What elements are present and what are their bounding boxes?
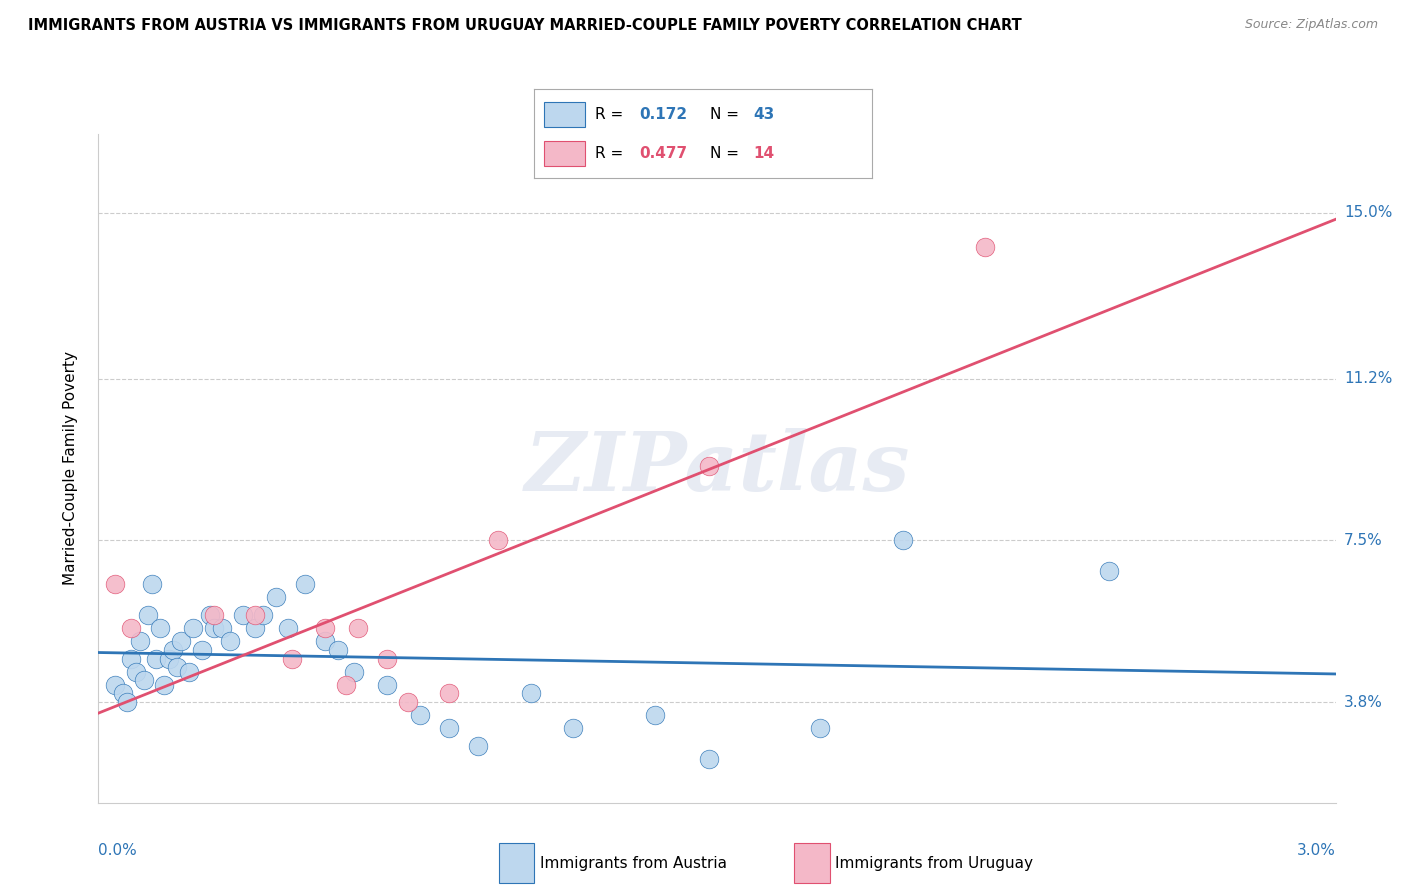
Point (520, 686, 543, 700)
Text: 0.0%: 0.0% (98, 843, 138, 858)
Point (149, 621, 172, 635)
Point (808, 722, 831, 736)
Point (141, 577, 163, 591)
Point (335, 678, 357, 692)
FancyBboxPatch shape (544, 102, 585, 127)
Point (136, 607, 159, 622)
Point (120, 651, 142, 665)
Point (347, 621, 370, 635)
Point (179, 665, 201, 679)
Point (162, 642, 184, 657)
Text: 43: 43 (754, 107, 775, 121)
Text: 3.0%: 3.0% (1296, 843, 1336, 858)
Text: 0.477: 0.477 (638, 146, 688, 161)
Point (117, 695, 139, 709)
Point (211, 621, 233, 635)
Point (281, 651, 304, 665)
Point (170, 634, 193, 648)
Y-axis label: Married-Couple Family Poverty: Married-Couple Family Poverty (63, 351, 77, 585)
Point (409, 708, 432, 723)
Point (181, 621, 204, 635)
Point (314, 634, 336, 648)
Point (157, 651, 180, 665)
Point (277, 621, 299, 635)
Point (128, 634, 150, 648)
Text: 14: 14 (754, 146, 775, 161)
Text: 15.0%: 15.0% (1344, 205, 1392, 220)
Point (190, 642, 212, 657)
Point (232, 607, 254, 622)
Text: 7.5%: 7.5% (1344, 533, 1382, 548)
Point (145, 651, 167, 665)
Text: R =: R = (595, 146, 628, 161)
Point (561, 722, 583, 736)
Point (697, 752, 720, 766)
Text: N =: N = (710, 146, 744, 161)
Point (891, 533, 914, 548)
Point (644, 708, 666, 723)
Text: 0.172: 0.172 (638, 107, 688, 121)
Text: Immigrants from Austria: Immigrants from Austria (540, 856, 727, 871)
Point (243, 621, 266, 635)
Point (326, 642, 349, 657)
Point (198, 607, 221, 622)
Point (396, 695, 419, 709)
Point (104, 678, 127, 692)
Point (1098, 564, 1121, 578)
Point (375, 651, 398, 665)
Point (120, 621, 142, 635)
Point (437, 722, 460, 736)
Point (252, 607, 274, 622)
Text: IMMIGRANTS FROM AUSTRIA VS IMMIGRANTS FROM URUGUAY MARRIED-COUPLE FAMILY POVERTY: IMMIGRANTS FROM AUSTRIA VS IMMIGRANTS FR… (28, 18, 1022, 33)
Point (153, 678, 176, 692)
Text: Source: ZipAtlas.com: Source: ZipAtlas.com (1244, 18, 1378, 31)
Text: N =: N = (710, 107, 744, 121)
Point (104, 577, 127, 591)
Point (314, 621, 336, 635)
Text: ZIPatlas: ZIPatlas (524, 428, 910, 508)
Point (166, 660, 188, 674)
Point (375, 678, 398, 692)
Point (202, 621, 225, 635)
Point (294, 577, 316, 591)
Point (697, 459, 720, 474)
Point (264, 591, 287, 605)
Point (467, 739, 489, 753)
Point (132, 673, 155, 688)
Point (112, 686, 135, 700)
Point (124, 665, 146, 679)
Text: Immigrants from Uruguay: Immigrants from Uruguay (835, 856, 1033, 871)
Point (437, 686, 460, 700)
Text: R =: R = (595, 107, 628, 121)
Point (219, 634, 242, 648)
FancyBboxPatch shape (544, 141, 585, 166)
Text: 11.2%: 11.2% (1344, 371, 1392, 386)
Text: 3.8%: 3.8% (1344, 695, 1384, 710)
Point (343, 665, 366, 679)
Point (974, 240, 997, 254)
Point (243, 607, 266, 622)
Point (202, 607, 225, 622)
Point (488, 533, 510, 548)
